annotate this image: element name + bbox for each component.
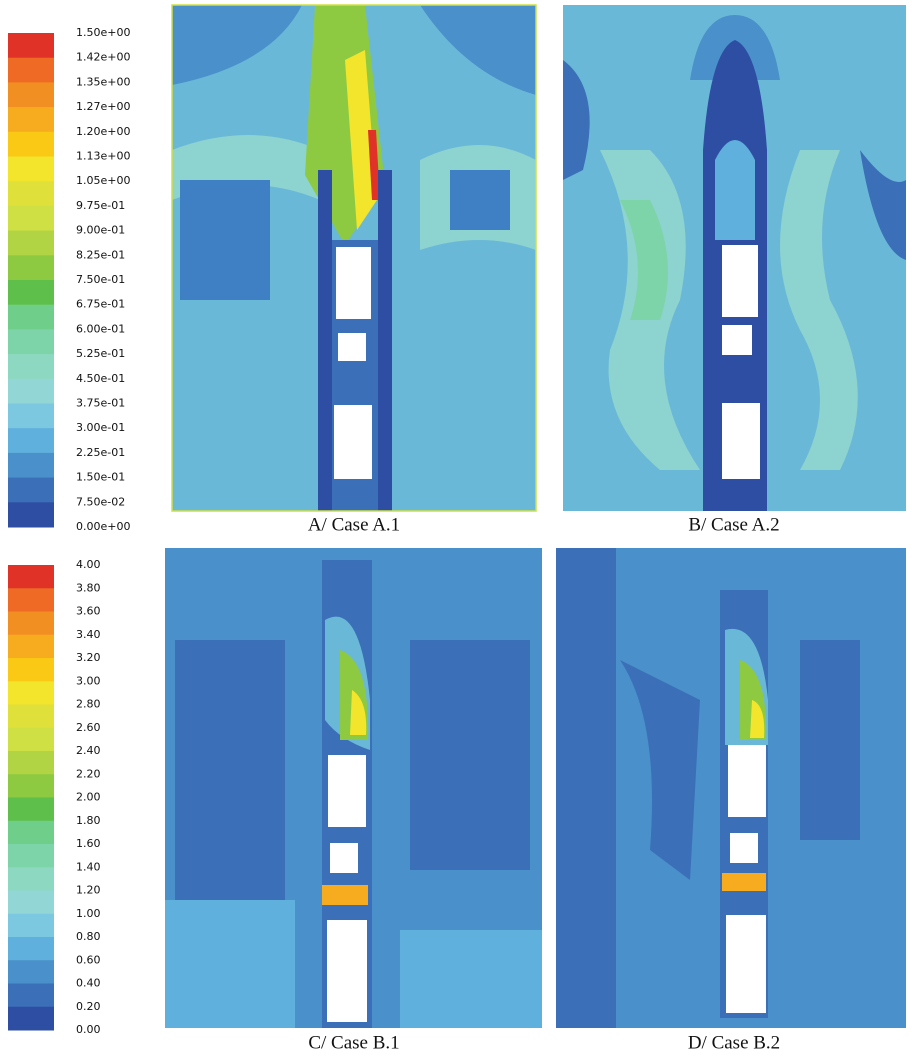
color-band — [8, 635, 54, 659]
color-band — [8, 565, 54, 589]
legend-label: 1.05e+00 — [76, 174, 130, 187]
color-band — [8, 58, 54, 83]
figure: A/ Case A.1 B/ Case A.2 C/ Case B.1 D/ C… — [0, 0, 912, 1058]
legend-label: 1.42e+00 — [76, 51, 130, 64]
legend-label: 1.60 — [76, 837, 101, 850]
color-band — [8, 231, 54, 256]
color-band — [8, 658, 54, 682]
color-band — [8, 502, 54, 527]
legend-label: 1.40 — [76, 860, 101, 873]
legend-label: 4.50e-01 — [76, 372, 125, 385]
color-band — [8, 329, 54, 354]
color-band — [8, 914, 54, 938]
legend-label: 8.25e-01 — [76, 248, 125, 261]
color-band — [8, 206, 54, 231]
color-band — [8, 33, 54, 58]
color-band — [8, 157, 54, 182]
legend-label: 0.00 — [76, 1023, 101, 1036]
legend-label: 0.60 — [76, 953, 101, 966]
legend-label: 1.35e+00 — [76, 75, 130, 88]
legend-label: 1.00 — [76, 907, 101, 920]
contour-panel-a — [172, 5, 536, 511]
color-band — [8, 774, 54, 798]
color-band — [8, 937, 54, 961]
legend-label: 9.00e-01 — [76, 224, 125, 237]
legend-label: 6.00e-01 — [76, 322, 125, 335]
caption: A/ Case A.1 — [308, 514, 400, 535]
color-band — [8, 305, 54, 330]
color-band — [8, 798, 54, 822]
color-band — [8, 751, 54, 775]
color-band — [8, 844, 54, 868]
legend-label: 2.80 — [76, 698, 101, 711]
legend-label: 7.50e-01 — [76, 273, 125, 286]
caption: C/ Case B.1 — [308, 1032, 399, 1053]
caption: D/ Case B.2 — [688, 1032, 780, 1053]
legend-label: 0.80 — [76, 930, 101, 943]
color-band — [8, 428, 54, 453]
legend-label: 1.80 — [76, 814, 101, 827]
color-band — [8, 960, 54, 984]
legend-label: 1.27e+00 — [76, 100, 130, 113]
color-band — [8, 891, 54, 915]
color-band — [8, 255, 54, 280]
legend-label: 0.40 — [76, 977, 101, 990]
legend-label: 2.00 — [76, 791, 101, 804]
legend-label: 1.50e-01 — [76, 471, 125, 484]
legend-label: 2.25e-01 — [76, 446, 125, 459]
legend-label: 3.00e-01 — [76, 421, 125, 434]
color-band — [8, 478, 54, 503]
legend-label: 1.20e+00 — [76, 125, 130, 138]
color-band — [8, 132, 54, 157]
legend-label: 1.20 — [76, 884, 101, 897]
legend-label: 1.50e+00 — [76, 26, 130, 39]
legend-label: 0.20 — [76, 1000, 101, 1013]
legend-label: 3.40 — [76, 628, 101, 641]
legend-label: 3.00 — [76, 674, 101, 687]
color-band — [8, 821, 54, 845]
legend-label: 6.75e-01 — [76, 298, 125, 311]
color-band — [8, 728, 54, 752]
color-band — [8, 280, 54, 305]
color-band — [8, 984, 54, 1008]
legend-label: 2.40 — [76, 744, 101, 757]
legend-label: 3.20 — [76, 651, 101, 664]
color-band — [8, 1007, 54, 1031]
legend-label: 7.50e-02 — [76, 495, 125, 508]
color-band — [8, 612, 54, 636]
color-band — [8, 82, 54, 107]
caption: B/ Case A.2 — [688, 514, 779, 535]
legend-label: 2.60 — [76, 721, 101, 734]
color-band — [8, 404, 54, 429]
legend-label: 1.13e+00 — [76, 150, 130, 163]
color-band — [8, 588, 54, 612]
legend-label: 9.75e-01 — [76, 199, 125, 212]
contour-panel-b — [563, 5, 906, 511]
color-band — [8, 107, 54, 132]
contour-panel-c — [165, 548, 542, 1028]
color-band — [8, 453, 54, 478]
color-band — [8, 354, 54, 379]
color-band — [8, 867, 54, 891]
color-band — [8, 705, 54, 729]
legend-label: 5.25e-01 — [76, 347, 125, 360]
contour-panel-d — [556, 548, 906, 1028]
legend-label: 0.00e+00 — [76, 520, 130, 533]
legend-label: 3.75e-01 — [76, 397, 125, 410]
color-band — [8, 379, 54, 404]
color-band — [8, 681, 54, 705]
legend-label: 3.60 — [76, 605, 101, 618]
legend-label: 3.80 — [76, 581, 101, 594]
color-band — [8, 181, 54, 206]
legend-label: 4.00 — [76, 558, 101, 571]
legend-label: 2.20 — [76, 767, 101, 780]
